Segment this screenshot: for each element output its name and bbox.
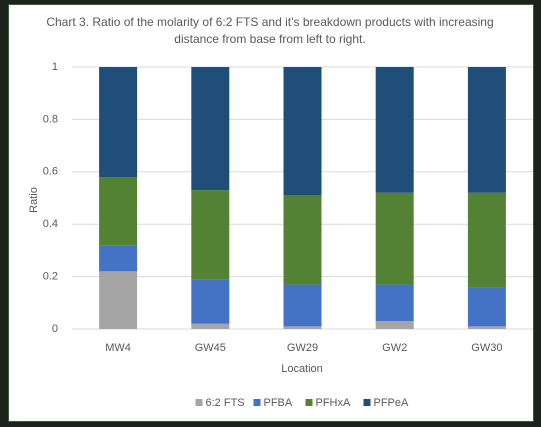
y-tick-label: 0.4 — [43, 218, 58, 230]
bar-segment — [467, 192, 506, 288]
x-tick-label: GW2 — [382, 342, 407, 354]
bar-segment — [467, 67, 506, 193]
legend-swatch — [253, 399, 261, 406]
legend-swatch — [305, 399, 313, 406]
x-tick-label: GW45 — [195, 342, 226, 354]
bar-segment — [99, 177, 138, 246]
bar-segment — [283, 284, 322, 327]
legend-label: PFBA — [264, 397, 293, 409]
bar-segment — [99, 67, 138, 178]
bar-segment — [467, 326, 506, 329]
bar-segment — [191, 323, 230, 329]
bar-segment — [375, 321, 414, 329]
y-tick-label: 0 — [52, 323, 58, 335]
legend-label: PFHxA — [316, 397, 352, 409]
bar-segment — [283, 195, 322, 285]
chart-frame — [8, 4, 534, 422]
y-tick-label: 1 — [52, 61, 58, 73]
bar-segment — [283, 326, 322, 329]
x-tick-label: MW4 — [105, 342, 131, 354]
legend-label: 6:2 FTS — [206, 397, 245, 409]
bar-segment — [99, 271, 138, 329]
legend-label: PFPeA — [374, 397, 410, 409]
bar-segment — [283, 67, 322, 196]
y-tick-label: 0.8 — [43, 113, 58, 125]
bar-segment — [99, 245, 138, 272]
y-tick-label: 0.2 — [43, 271, 58, 283]
y-axis-label: Ratio — [28, 187, 40, 213]
bar-segment — [191, 190, 230, 280]
bar-segment — [191, 279, 230, 324]
bar-segment — [191, 67, 230, 191]
legend-swatch — [363, 399, 371, 406]
y-tick-label: 0.6 — [43, 166, 58, 178]
chart-title: Chart 3. Ratio of the molarity of 6:2 FT… — [46, 15, 494, 46]
x-axis-label: Location — [281, 363, 323, 375]
bar-segment — [375, 192, 414, 285]
legend-swatch — [195, 399, 203, 406]
bar-segment — [467, 287, 506, 327]
x-tick-label: GW30 — [471, 342, 502, 354]
x-tick-label: GW29 — [287, 342, 318, 354]
bar-segment — [375, 284, 414, 322]
bar-segment — [375, 67, 414, 193]
